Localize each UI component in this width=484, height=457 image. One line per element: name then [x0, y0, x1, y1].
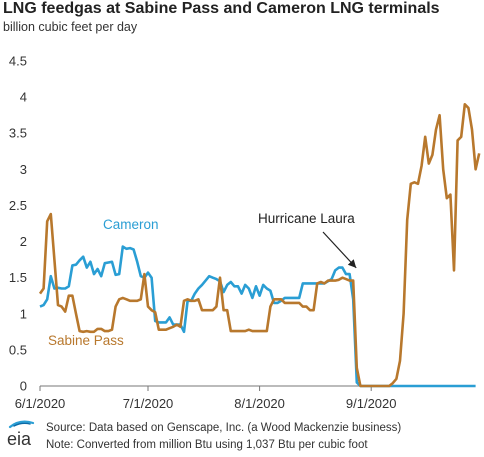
y-tick-label: 0 — [20, 379, 27, 394]
eia-logo-icon: eia — [7, 420, 35, 449]
y-tick-label: 4 — [20, 90, 27, 105]
annotation-layer: Cameron Sabine Pass Hurricane Laura — [48, 211, 357, 348]
x-tick-label: 6/1/2020 — [15, 396, 66, 411]
chart-title: LNG feedgas at Sabine Pass and Cameron L… — [3, 0, 440, 17]
hurricane-arrow-head-icon — [347, 259, 357, 268]
line-chart: 0 0.5 1 1.5 2 2.5 3 3.5 4 4.5 6/1/2020 7/1/2020 8/1… — [9, 54, 481, 411]
y-tick-label: 2.5 — [9, 198, 27, 213]
y-axis-unit-label: billion cubic feet per day — [3, 20, 138, 34]
y-axis-ticks: 0 0.5 1 1.5 2 2.5 3 3.5 4 4.5 — [9, 54, 27, 394]
x-axis-ticks: 6/1/2020 7/1/2020 8/1/2020 9/1/2020 — [15, 386, 397, 411]
y-tick-label: 0.5 — [9, 342, 27, 357]
series-layer — [38, 103, 481, 388]
annotation-cameron: Cameron — [103, 217, 159, 232]
source-note: Source: Data based on Genscape, Inc. (a … — [46, 422, 402, 434]
y-tick-label: 1 — [20, 306, 27, 321]
annotation-hurricane-laura: Hurricane Laura — [258, 211, 355, 226]
conversion-note: Note: Converted from million Btu using 1… — [46, 439, 368, 451]
y-tick-label: 2 — [20, 234, 27, 249]
series-line-sabine-pass — [38, 103, 481, 388]
eia-logo-text: eia — [7, 429, 32, 449]
series-line-cameron — [39, 245, 476, 388]
annotation-sabine-pass: Sabine Pass — [48, 333, 124, 348]
y-tick-label: 3 — [20, 162, 27, 177]
x-tick-label: 7/1/2020 — [123, 396, 174, 411]
x-tick-label: 9/1/2020 — [346, 396, 397, 411]
y-tick-label: 3.5 — [9, 126, 27, 141]
x-tick-label: 8/1/2020 — [234, 396, 285, 411]
y-tick-label: 1.5 — [9, 270, 27, 285]
hurricane-arrow-line — [322, 231, 357, 269]
y-tick-label: 4.5 — [9, 54, 27, 69]
